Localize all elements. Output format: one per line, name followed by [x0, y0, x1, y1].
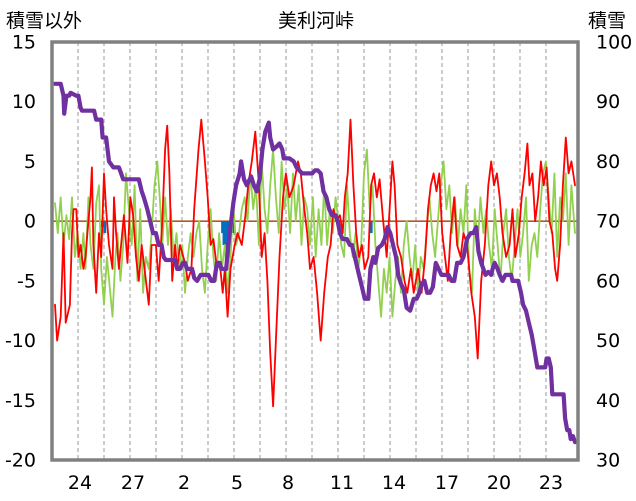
x-tick-6: 14 [382, 472, 406, 494]
y-left-tick-3: 0 [24, 211, 36, 233]
precipitation-bar-1 [103, 221, 107, 234]
x-tick-5: 11 [330, 472, 354, 494]
precipitation-bar-9 [369, 221, 373, 234]
x-tick-4: 8 [282, 472, 294, 494]
temperature-line [54, 118, 576, 408]
plot-border [50, 40, 580, 462]
x-tick-8: 20 [487, 472, 511, 494]
y-right-tick-7: 30 [596, 450, 620, 472]
chart-title: 美利河峠 [278, 10, 355, 32]
y-right-tick-4: 60 [596, 270, 620, 292]
y-right-tick-1: 90 [596, 91, 620, 113]
x-tick-0: 24 [68, 472, 92, 494]
y-left-tick-6: -15 [5, 390, 36, 412]
y-right-tick-0: 100 [596, 32, 632, 54]
y-left-tick-1: 10 [12, 91, 36, 113]
series-lines [52, 81, 578, 445]
y-right-axis-title: 積雪 [588, 10, 627, 32]
y-right-tick-5: 50 [596, 330, 620, 352]
x-tick-1: 27 [121, 472, 145, 494]
y-right-tick-2: 80 [596, 151, 620, 173]
y-right-tick-3: 70 [596, 211, 620, 233]
y-right-tick-6: 40 [596, 390, 620, 412]
x-tick-2: 2 [178, 472, 190, 494]
snow_depth-line [52, 81, 578, 445]
x-tick-9: 23 [539, 472, 563, 494]
y-left-tick-4: -5 [17, 270, 36, 292]
wind-line [54, 148, 576, 318]
plot-frame [50, 40, 580, 462]
y-left-tick-2: 5 [24, 151, 36, 173]
x-tick-3: 5 [231, 472, 243, 494]
y-left-tick-0: 15 [12, 32, 36, 54]
y-left-axis-title: 積雪以外 [6, 10, 83, 32]
y-left-tick-7: -20 [5, 450, 36, 472]
x-tick-7: 17 [435, 472, 459, 494]
y-left-tick-5: -10 [5, 330, 36, 352]
